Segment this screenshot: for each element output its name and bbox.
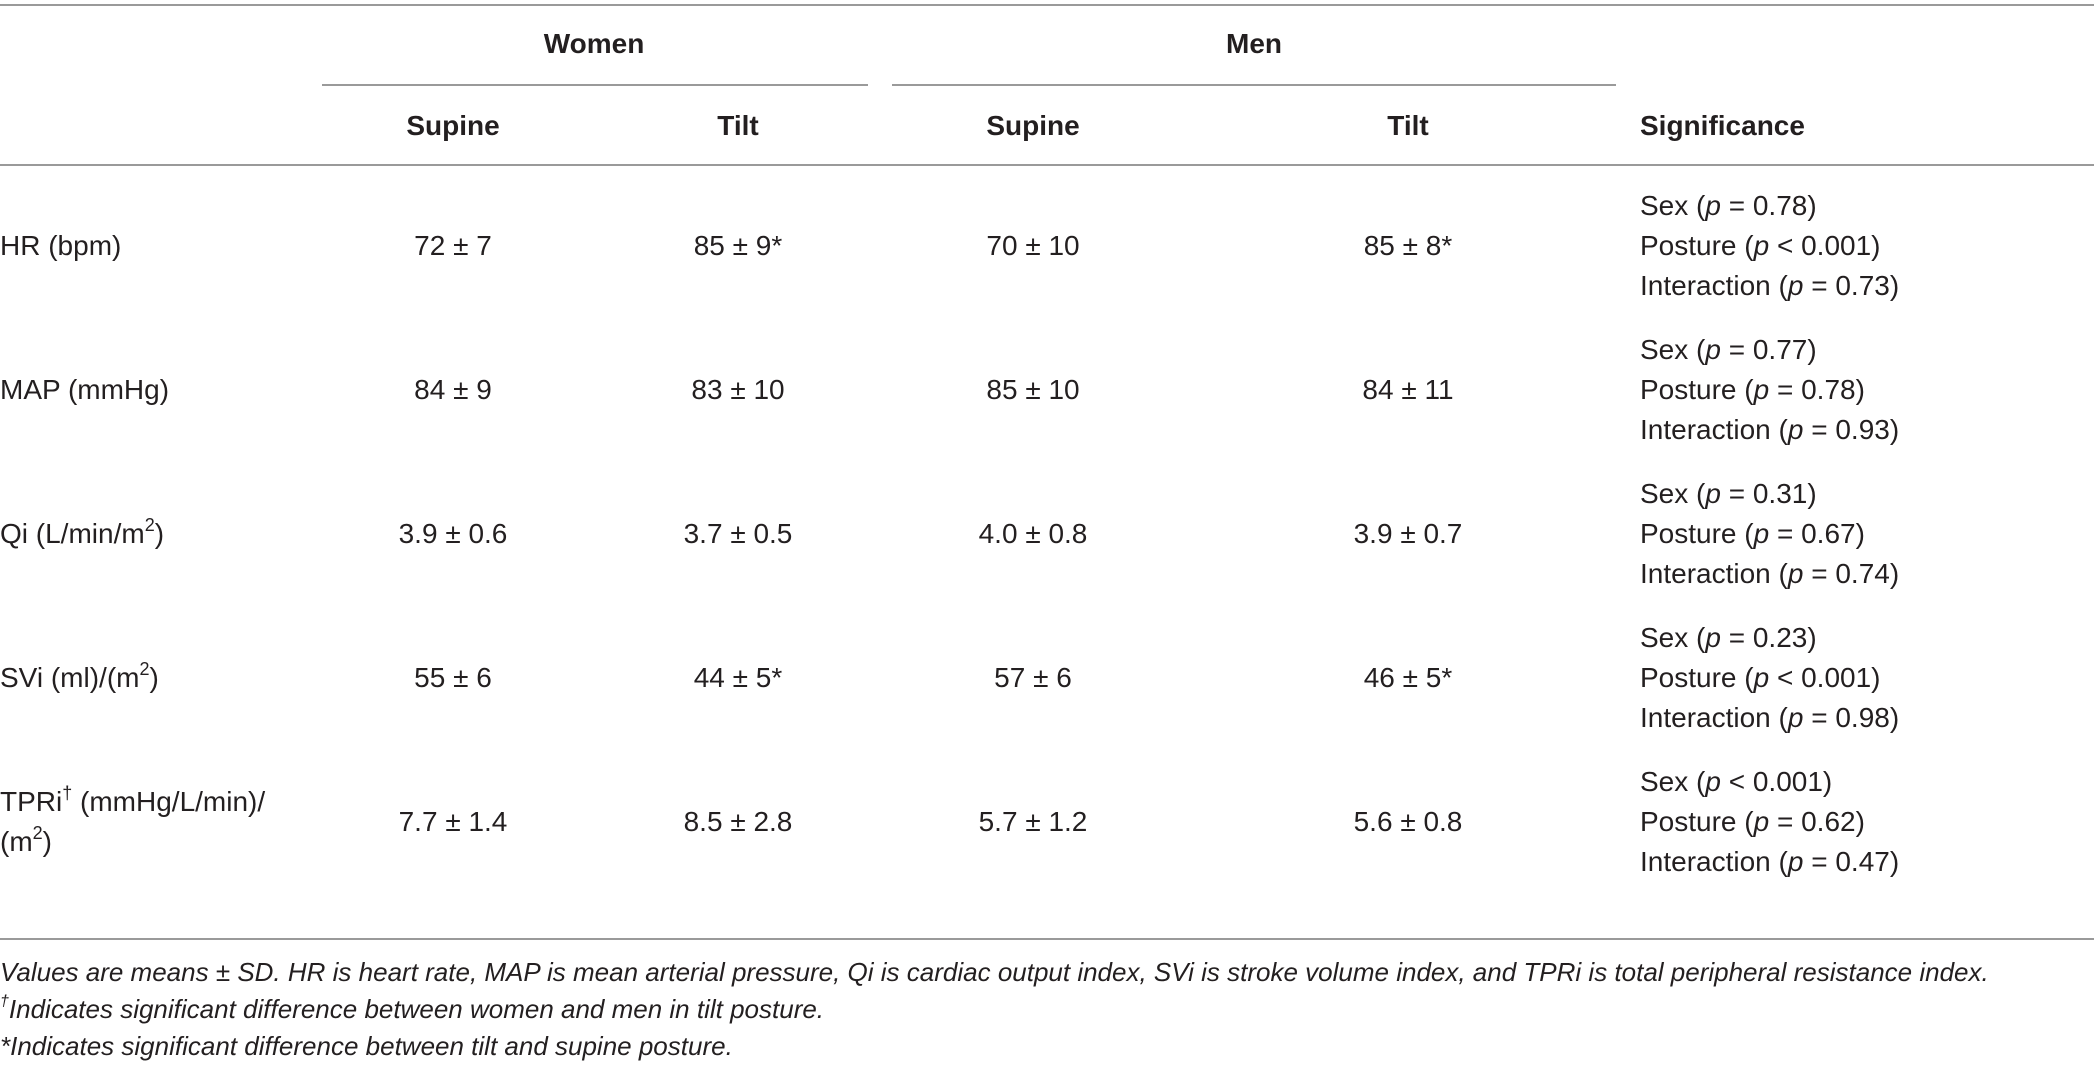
cell-hr-women-supine: 72 ± 7 — [414, 230, 492, 261]
header-women: Women — [543, 28, 645, 59]
sig-line: Posture (p = 0.78) — [1640, 374, 1865, 405]
row-label-hr: HR (bpm) — [0, 230, 122, 261]
header-bottom-rule — [0, 164, 2094, 166]
cell-qi-significance: Sex (p = 0.31) Posture (p = 0.67) Intera… — [1640, 474, 1899, 594]
cell-svi-men-supine: 57 ± 6 — [994, 662, 1072, 693]
sig-line: Sex (p = 0.77) — [1640, 334, 1817, 365]
cell-qi-men-supine: 4.0 ± 0.8 — [978, 518, 1088, 549]
header-women-tilt: Tilt — [717, 110, 759, 141]
row-label-tpri: TPRi† (mmHg/L/min)/ — [0, 782, 266, 817]
cell-svi-men-tilt: 46 ± 5* — [1363, 662, 1453, 693]
cell-qi-men-tilt: 3.9 ± 0.7 — [1353, 518, 1463, 549]
sig-line: Posture (p < 0.001) — [1640, 230, 1881, 261]
row-label-svi: SVi (ml)/(m2) — [0, 658, 159, 693]
cell-svi-significance: Sex (p = 0.23) Posture (p < 0.001) Inter… — [1640, 618, 1899, 738]
cell-map-men-supine: 85 ± 10 — [986, 374, 1080, 405]
cell-tpri-men-supine: 5.7 ± 1.2 — [978, 806, 1088, 837]
cell-hr-significance: Sex (p = 0.78) Posture (p < 0.001) Inter… — [1640, 186, 1899, 306]
cell-hr-women-tilt: 85 ± 9* — [693, 230, 783, 261]
cell-map-women-tilt: 83 ± 10 — [691, 374, 785, 405]
header-men-supine: Supine — [986, 110, 1080, 141]
cell-tpri-women-supine: 7.7 ± 1.4 — [398, 806, 508, 837]
cell-svi-women-supine: 55 ± 6 — [414, 662, 492, 693]
women-group-rule — [322, 84, 868, 86]
sig-line: Interaction (p = 0.98) — [1640, 702, 1900, 733]
cell-map-significance: Sex (p = 0.77) Posture (p = 0.78) Intera… — [1640, 330, 1899, 450]
sig-line: Posture (p < 0.001) — [1640, 662, 1881, 693]
row-label-qi: Qi (L/min/m2) — [0, 514, 165, 549]
footnote-dagger: †Indicates significant difference betwee… — [0, 993, 825, 1024]
footnote-asterisk: *Indicates significant difference betwee… — [0, 1031, 733, 1061]
sig-line: Interaction (p = 0.93) — [1640, 414, 1900, 445]
cell-qi-women-supine: 3.9 ± 0.6 — [398, 518, 508, 549]
men-group-rule — [892, 84, 1616, 86]
sig-line: Posture (p = 0.62) — [1640, 806, 1865, 837]
sig-line: Interaction (p = 0.74) — [1640, 558, 1900, 589]
sig-line: Posture (p = 0.67) — [1640, 518, 1865, 549]
header-women-supine: Supine — [406, 110, 500, 141]
cell-tpri-men-tilt: 5.6 ± 0.8 — [1353, 806, 1463, 837]
table-top-rule — [0, 4, 2094, 6]
cell-qi-women-tilt: 3.7 ± 0.5 — [683, 518, 793, 549]
footnote-abbreviations: Values are means ± SD. HR is heart rate,… — [0, 957, 1989, 987]
table-bottom-rule — [0, 938, 2094, 940]
cell-tpri-significance: Sex (p < 0.001) Posture (p = 0.62) Inter… — [1640, 762, 1899, 882]
cell-map-women-supine: 84 ± 9 — [414, 374, 492, 405]
cell-tpri-women-tilt: 8.5 ± 2.8 — [683, 806, 793, 837]
sig-line: Interaction (p = 0.73) — [1640, 270, 1900, 301]
sig-line: Sex (p = 0.78) — [1640, 190, 1817, 221]
cell-map-men-tilt: 84 ± 11 — [1362, 374, 1454, 405]
row-label-tpri-line2: (m2) — [0, 822, 52, 857]
sig-line: Sex (p = 0.23) — [1640, 622, 1817, 653]
sig-line: Sex (p = 0.31) — [1640, 478, 1817, 509]
header-men-tilt: Tilt — [1387, 110, 1429, 141]
cell-hr-men-tilt: 85 ± 8* — [1363, 230, 1453, 261]
sig-line: Sex (p < 0.001) — [1640, 766, 1833, 797]
row-label-map: MAP (mmHg) — [0, 374, 170, 405]
cell-svi-women-tilt: 44 ± 5* — [693, 662, 783, 693]
header-men: Men — [1226, 28, 1282, 59]
cell-hr-men-supine: 70 ± 10 — [986, 230, 1080, 261]
sig-line: Interaction (p = 0.47) — [1640, 846, 1900, 877]
header-significance: Significance — [1640, 110, 1805, 141]
